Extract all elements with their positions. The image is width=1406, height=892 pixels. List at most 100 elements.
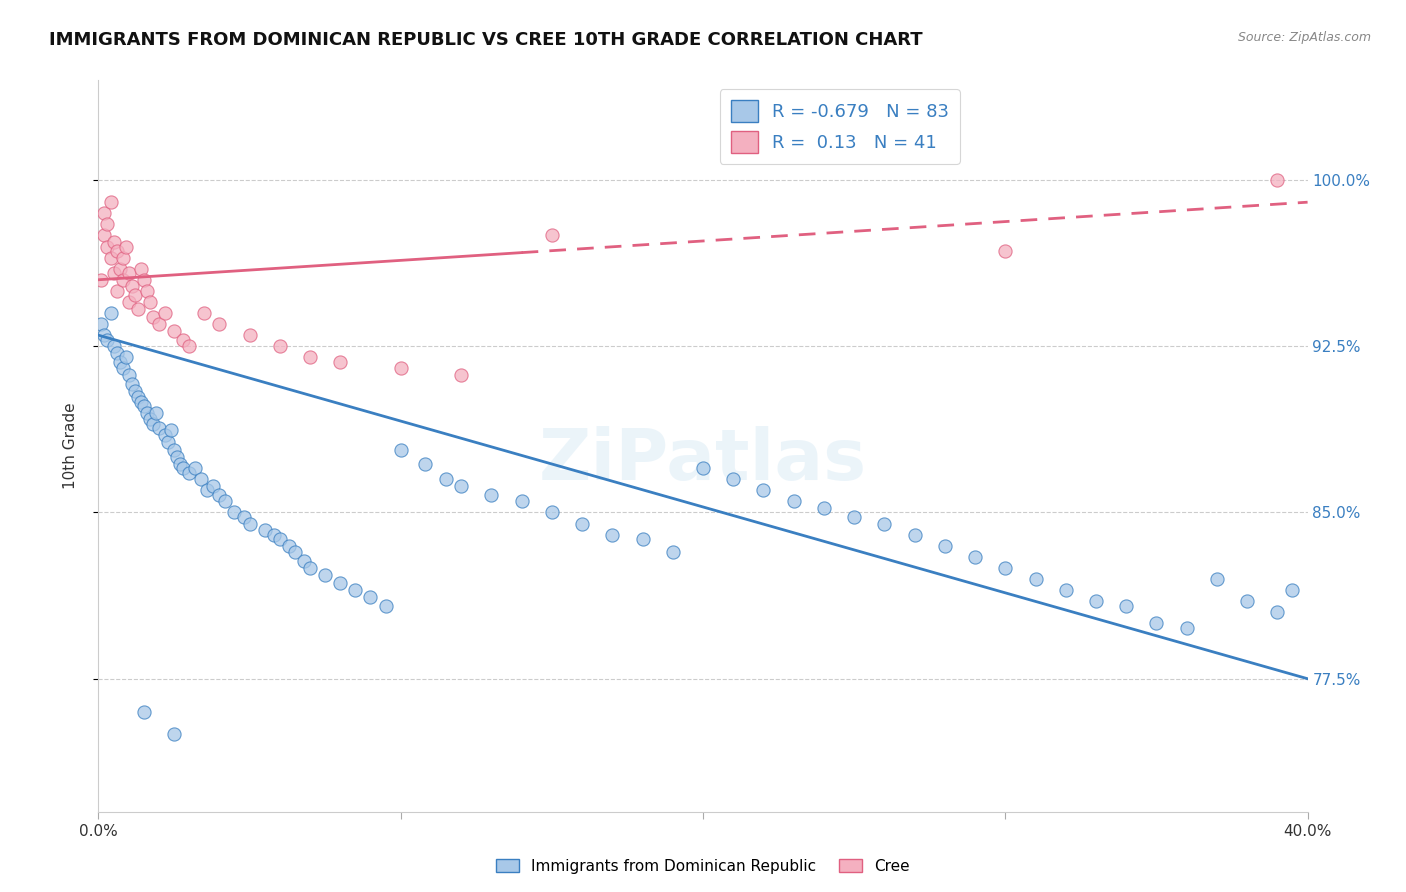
Point [571,516,593,531]
Point [111,251,134,265]
Point [105,284,128,298]
Point [105,244,128,258]
Point [1267,605,1289,619]
Point [121,279,143,293]
Legend: R = -0.679   N = 83, R =  0.13   N = 41: R = -0.679 N = 83, R = 0.13 N = 41 [720,89,960,164]
Point [160,424,183,438]
Point [1267,173,1289,187]
Point [93,206,115,220]
Point [172,461,194,475]
Point [1115,599,1137,613]
Point [121,376,143,391]
Point [602,527,624,541]
Point [965,549,987,564]
Point [450,368,472,382]
Point [153,428,176,442]
Point [96,239,118,253]
Point [994,244,1017,258]
Point [129,261,152,276]
Point [299,351,322,365]
Point [100,251,122,265]
Point [111,273,134,287]
Point [193,306,215,320]
Point [783,494,806,508]
Point [299,561,322,575]
Point [314,567,336,582]
Point [139,294,162,309]
Point [239,516,262,531]
Point [96,333,118,347]
Point [132,399,155,413]
Point [360,590,382,604]
Point [129,394,152,409]
Point [692,461,714,475]
Point [239,328,262,343]
Point [329,576,352,591]
Point [179,466,201,480]
Text: ZiPatlas: ZiPatlas [538,426,868,495]
Point [1206,572,1229,586]
Point [434,472,457,486]
Point [118,266,141,280]
Point [139,412,162,426]
Point [214,494,236,508]
Point [166,450,188,464]
Point [1054,583,1077,598]
Point [100,306,122,320]
Point [153,306,176,320]
Point [169,457,191,471]
Point [195,483,218,498]
Point [100,195,122,210]
Point [90,273,112,287]
Point [163,324,186,338]
Point [1144,616,1167,631]
Point [389,443,412,458]
Point [813,501,835,516]
Point [127,390,149,404]
Point [132,273,155,287]
Point [142,417,165,431]
Point [103,266,125,280]
Point [132,705,155,719]
Point [292,554,315,568]
Point [481,488,503,502]
Point [269,339,291,353]
Point [124,384,146,398]
Point [269,532,291,546]
Point [108,355,131,369]
Point [145,406,167,420]
Point [118,368,141,382]
Legend: Immigrants from Dominican Republic, Cree: Immigrants from Dominican Republic, Cree [489,853,917,880]
Point [344,583,367,598]
Point [1024,572,1046,586]
Point [208,317,231,331]
Point [540,228,562,243]
Point [103,235,125,249]
Point [190,472,212,486]
Point [148,421,170,435]
Point [284,545,307,559]
Point [994,561,1017,575]
Point [934,539,956,553]
Point [723,472,745,486]
Point [202,479,225,493]
Point [111,361,134,376]
Point [172,333,194,347]
Y-axis label: 10th Grade: 10th Grade [63,402,77,490]
Point [1175,621,1198,635]
Point [263,527,285,541]
Point [374,599,396,613]
Point [389,361,412,376]
Point [163,727,186,741]
Point [124,288,146,302]
Point [844,510,866,524]
Point [1085,594,1108,608]
Point [510,494,533,508]
Point [1236,594,1258,608]
Point [105,346,128,360]
Point [135,284,157,298]
Point [96,218,118,232]
Point [114,239,136,253]
Point [540,506,562,520]
Point [108,261,131,276]
